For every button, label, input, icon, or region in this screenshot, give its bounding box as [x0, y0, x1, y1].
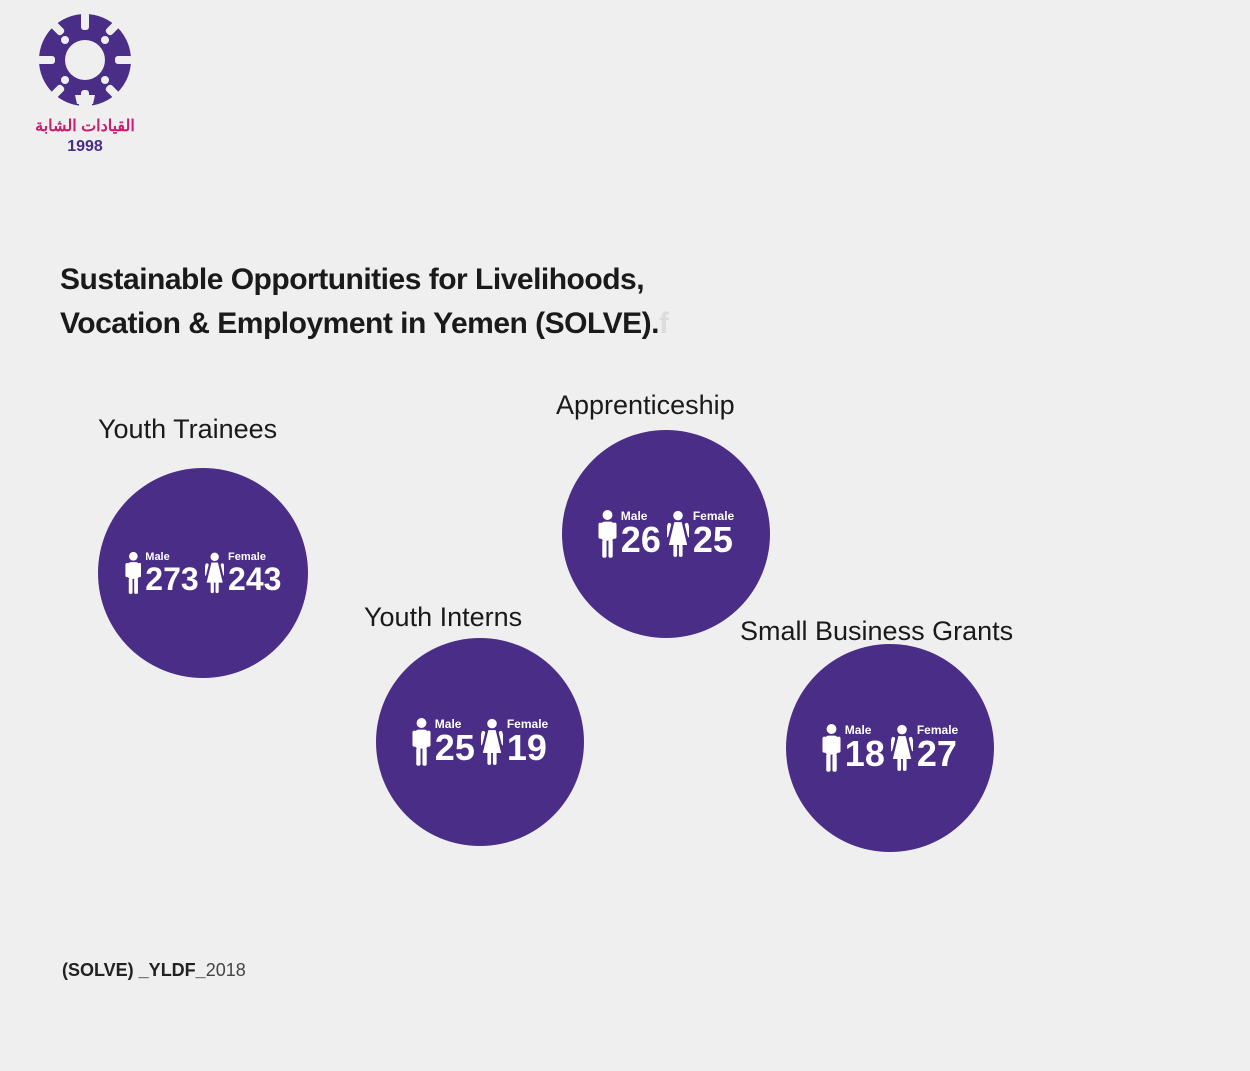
- female-icon: [891, 723, 913, 773]
- apprenticeship-female-value: 25: [693, 522, 733, 558]
- small-business-grants-circle: Male18 Female27: [786, 644, 994, 852]
- youth-interns-female: Female19: [481, 717, 548, 767]
- youth-interns-male-value: 25: [435, 730, 475, 766]
- youth-interns-label: Youth Interns: [364, 602, 522, 633]
- footer-credit: (SOLVE) _YLDF_2018: [62, 960, 246, 981]
- logo-arabic-text: القيادات الشابة: [30, 116, 140, 136]
- youth-interns-circle: Male25 Female19: [376, 638, 584, 846]
- small-business-grants-male-value: 18: [845, 736, 885, 772]
- small-business-grants-female-value: 27: [917, 736, 957, 772]
- title-line-1: Sustainable Opportunities for Livelihood…: [60, 258, 668, 302]
- male-icon: [598, 509, 617, 559]
- apprenticeship-circle: Male26 Female25: [562, 430, 770, 638]
- male-icon: [412, 717, 431, 767]
- small-business-grants-male: Male18: [822, 723, 885, 773]
- male-icon: [822, 723, 841, 773]
- page-title: Sustainable Opportunities for Livelihood…: [60, 258, 668, 346]
- logo-emblem: [35, 10, 135, 110]
- small-business-grants-female: Female27: [891, 723, 958, 773]
- apprenticeship-male: Male26: [598, 509, 661, 559]
- title-line-2: Vocation & Employment in Yemen (SOLVE).f: [60, 302, 668, 346]
- apprenticeship-male-value: 26: [621, 522, 661, 558]
- logo: القيادات الشابة 1998: [30, 10, 140, 156]
- female-icon: [667, 509, 689, 559]
- infographic-canvas: القيادات الشابة 1998 Sustainable Opportu…: [0, 0, 1250, 1071]
- female-icon: [205, 551, 224, 595]
- youth-trainees-male-value: 273: [145, 563, 198, 595]
- male-icon: [125, 551, 142, 595]
- youth-trainees-circle: Male273 Female243: [98, 468, 308, 678]
- youth-trainees-male: Male273: [125, 551, 199, 595]
- female-icon: [481, 717, 503, 767]
- small-business-grants-label: Small Business Grants: [740, 616, 1013, 647]
- youth-trainees-female: Female243: [205, 551, 282, 595]
- youth-trainees-label: Youth Trainees: [98, 414, 277, 445]
- apprenticeship-label: Apprenticeship: [556, 390, 735, 421]
- logo-year: 1998: [30, 138, 140, 156]
- youth-interns-male: Male25: [412, 717, 475, 767]
- youth-interns-female-value: 19: [507, 730, 547, 766]
- youth-trainees-female-value: 243: [228, 563, 281, 595]
- apprenticeship-female: Female25: [667, 509, 734, 559]
